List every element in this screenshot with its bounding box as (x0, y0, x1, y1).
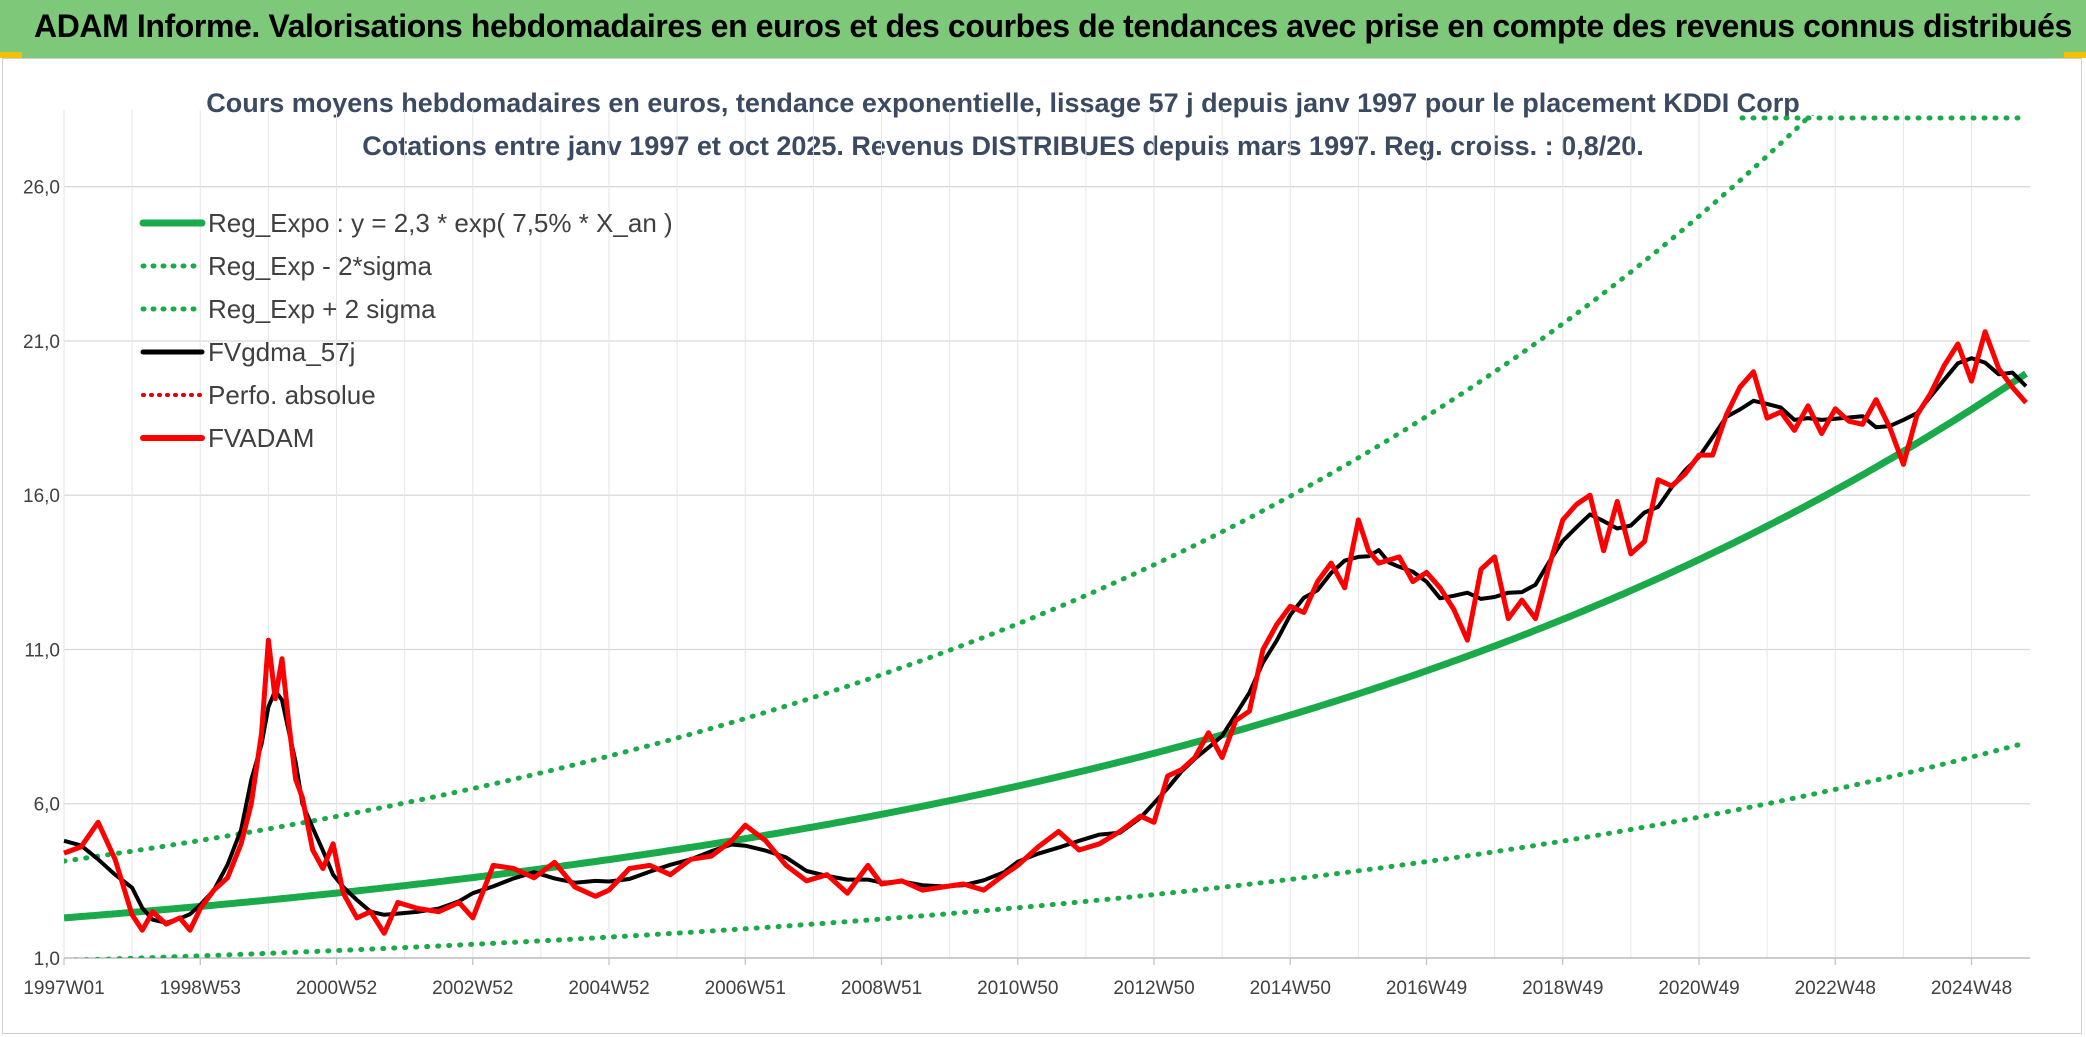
x-tick-label: 2012W50 (1113, 978, 1194, 999)
y-tick-label: 1,0 (34, 949, 60, 970)
y-tick-label: 11,0 (24, 640, 60, 661)
x-tick-label: 1998W53 (160, 978, 241, 999)
y-tick-label: 16,0 (23, 486, 60, 507)
series-fvgdma-57j (63, 356, 2028, 925)
series-reg-exp-plus-2sigma (64, 115, 1815, 864)
x-tick-label: 2016W49 (1386, 978, 1467, 999)
legend-label: Perfo. absolue (208, 380, 376, 410)
chart-title-line1: Cours moyens hebdomadaires en euros, ten… (206, 88, 1800, 118)
legend-label: FVADAM (208, 423, 314, 453)
legend-label: Reg_Expo : y = 2,3 * exp( 7,5% * X_an ) (208, 208, 673, 238)
x-tick-label: 2004W52 (568, 978, 649, 999)
header-banner: ADAM Informe. Valorisations hebdomadaire… (0, 0, 2086, 58)
x-tick-label: 2008W51 (841, 978, 922, 999)
x-tick-label: 2000W52 (296, 978, 377, 999)
x-tick-label: 2014W50 (1250, 978, 1331, 999)
x-tick-label: 2006W51 (705, 978, 786, 999)
legend-label: FVgdma_57j (208, 337, 355, 367)
banner-corner-right (2064, 52, 2086, 58)
legend-label: Reg_Exp - 2*sigma (208, 251, 433, 281)
y-tick-label: 6,0 (34, 795, 60, 816)
chart-title-line2: Cotations entre janv 1997 et oct 2025. R… (362, 131, 1644, 161)
series-reg-expo (64, 370, 2028, 922)
x-tick-label: 2018W49 (1522, 978, 1603, 999)
x-tick-label: 1997W01 (23, 978, 104, 999)
x-tick-label: 2010W50 (977, 978, 1058, 999)
banner-corner-left (0, 52, 22, 58)
x-tick-label: 2002W52 (432, 978, 513, 999)
series-fvadam (63, 329, 2028, 936)
chart-frame (2, 58, 2082, 1034)
y-tick-label: 26,0 (23, 178, 60, 199)
x-tick-label: 2022W48 (1795, 978, 1876, 999)
header-title: ADAM Informe. Valorisations hebdomadaire… (34, 8, 2072, 44)
x-tick-label: 2024W48 (1931, 978, 2012, 999)
x-tick-label: 2020W49 (1658, 978, 1739, 999)
y-tick-label: 21,0 (23, 332, 60, 353)
legend-label: Reg_Exp + 2 sigma (208, 294, 436, 324)
